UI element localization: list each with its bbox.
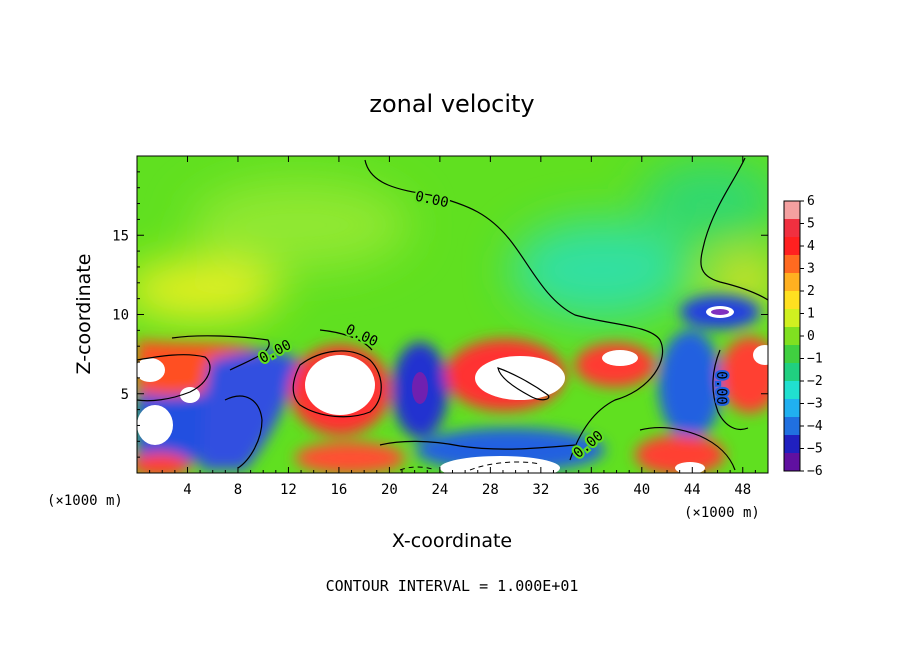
negative-contours xyxy=(399,461,541,471)
colorbar-segment xyxy=(784,399,800,418)
colorbar-label: −4 xyxy=(807,419,823,434)
plot-area: 0.00 0.00 0.00 0.00 0.00 xyxy=(136,155,769,474)
x-axis-ticks: 4 8 12 16 20 24 28 32 36 40 44 48 xyxy=(149,156,756,498)
x-tick-label: 48 xyxy=(734,482,751,498)
colorbar: 6 5 4 3 2 1 0 −1 −2 −3 −4 −5 −6 xyxy=(783,194,823,479)
velocity-field: 0.00 0.00 0.00 0.00 0.00 xyxy=(137,157,768,473)
colorbar-segment xyxy=(784,219,800,238)
colorbar-segment xyxy=(784,201,800,220)
colorbar-label: 2 xyxy=(807,284,815,299)
x-tick-label: 12 xyxy=(280,482,297,498)
y-axis-ticks: 5 10 15 xyxy=(112,171,768,458)
colorbar-segment xyxy=(784,309,800,328)
contour-label-right: 0.00 xyxy=(713,371,729,405)
x-unit-label: (×1000 m) xyxy=(47,493,123,509)
y-axis-title: Z-coordinate xyxy=(73,254,95,375)
colorbar-label: −6 xyxy=(807,464,823,479)
colorbar-label: 6 xyxy=(807,194,815,209)
colorbar-label: 4 xyxy=(807,239,815,254)
x-tick-label: 32 xyxy=(532,482,549,498)
x-tick-label: 44 xyxy=(684,482,701,498)
colorbar-label: 3 xyxy=(807,262,815,277)
contour-interval-note: CONTOUR INTERVAL = 1.000E+01 xyxy=(326,577,579,595)
colorbar-segment xyxy=(784,345,800,364)
y-unit-label: (×1000 m) xyxy=(684,505,760,521)
colorbar-segment xyxy=(784,453,800,472)
colorbar-label: −2 xyxy=(807,374,823,389)
colorbar-segment xyxy=(784,273,800,292)
colorbar-segment xyxy=(784,327,800,346)
x-tick-label: 20 xyxy=(381,482,398,498)
x-tick-label: 36 xyxy=(583,482,600,498)
colorbar-segment xyxy=(784,255,800,274)
field-extremes xyxy=(137,306,768,473)
colorbar-label: 5 xyxy=(807,217,815,232)
contour-lines xyxy=(137,157,768,471)
y-tick-label: 10 xyxy=(112,308,129,324)
colorbar-label: 1 xyxy=(807,307,815,322)
colorbar-label: 0 xyxy=(807,329,815,344)
colorbar-segment xyxy=(784,291,800,310)
x-tick-label: 28 xyxy=(482,482,499,498)
x-tick-label: 8 xyxy=(234,482,242,498)
colorbar-label: −3 xyxy=(807,397,823,412)
chart-title: zonal velocity xyxy=(369,90,534,118)
colorbar-segment xyxy=(784,417,800,436)
colorbar-segment xyxy=(784,381,800,400)
x-axis-title: X-coordinate xyxy=(392,530,512,552)
x-tick-label: 16 xyxy=(330,482,347,498)
x-tick-label: 4 xyxy=(183,482,191,498)
x-tick-label: 24 xyxy=(431,482,448,498)
y-tick-label: 5 xyxy=(121,387,129,403)
y-tick-label: 15 xyxy=(112,228,129,244)
colorbar-segment xyxy=(784,237,800,256)
colorbar-label: −1 xyxy=(807,352,823,367)
colorbar-label: −5 xyxy=(807,442,823,457)
colorbar-segment xyxy=(784,363,800,382)
colorbar-segment xyxy=(784,435,800,454)
x-tick-label: 40 xyxy=(633,482,650,498)
